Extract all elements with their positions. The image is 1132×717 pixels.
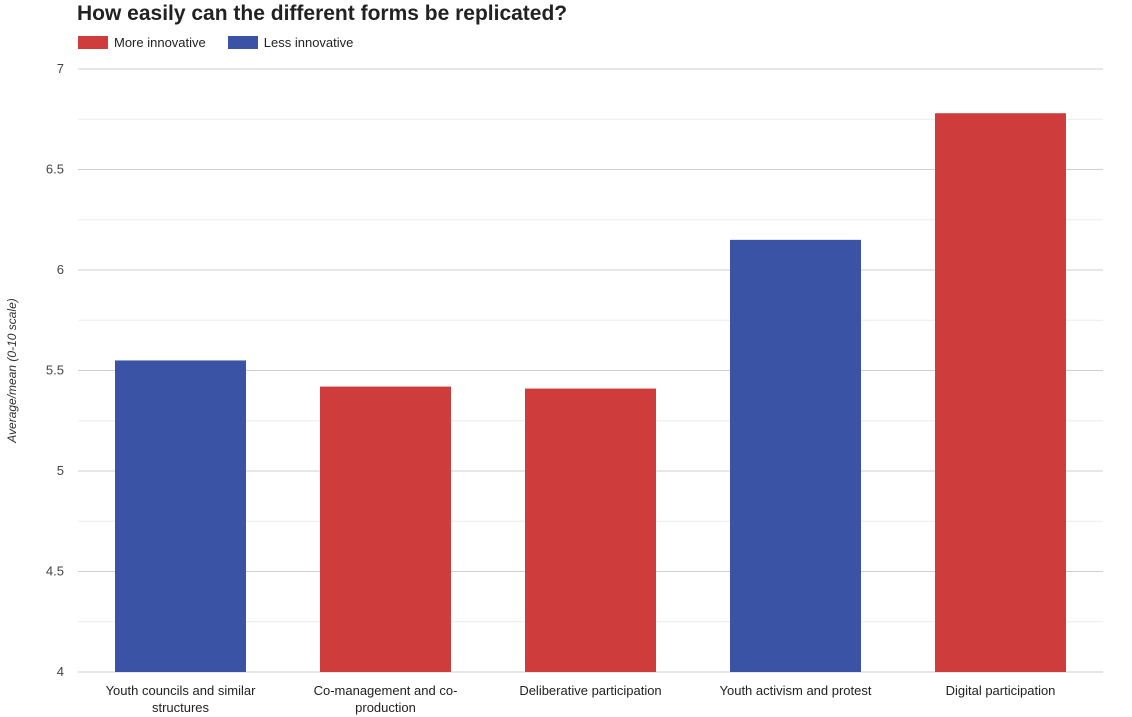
bar — [935, 113, 1066, 673]
y-tick-label: 4.5 — [46, 564, 64, 579]
legend-swatch-more-innovative — [78, 36, 108, 49]
y-tick-label: 5.5 — [46, 363, 64, 378]
legend-label-less-innovative: Less innovative — [263, 35, 354, 50]
bar — [115, 360, 246, 672]
chart-legend: More innovative Less innovative — [78, 35, 353, 50]
bar — [525, 388, 656, 672]
y-tick-label: 7 — [57, 61, 64, 76]
x-category-label: structures — [152, 700, 210, 715]
legend-swatch-less-innovative — [227, 36, 258, 49]
legend-item-less-innovative: Less innovative — [227, 35, 354, 50]
y-tick-label: 6.5 — [46, 162, 64, 177]
y-tick-label: 5 — [57, 463, 64, 478]
y-tick-label: 6 — [57, 262, 64, 277]
legend-label-more-innovative: More innovative — [114, 35, 206, 50]
legend-item-more-innovative: More innovative — [78, 35, 206, 50]
bar — [730, 239, 861, 672]
x-category-label: Youth activism and protest — [720, 683, 872, 698]
y-tick-label: 4 — [57, 664, 64, 679]
bar — [320, 386, 451, 672]
y-axis-title: Average/mean (0-10 scale) — [5, 298, 19, 444]
chart-title: How easily can the different forms be re… — [77, 2, 568, 25]
x-category-label: Youth councils and similar — [106, 683, 256, 698]
x-category-label: production — [355, 700, 416, 715]
x-category-label: Digital participation — [946, 683, 1056, 698]
x-category-label: Co-management and co- — [314, 683, 458, 698]
x-category-label: Deliberative participation — [519, 683, 661, 698]
